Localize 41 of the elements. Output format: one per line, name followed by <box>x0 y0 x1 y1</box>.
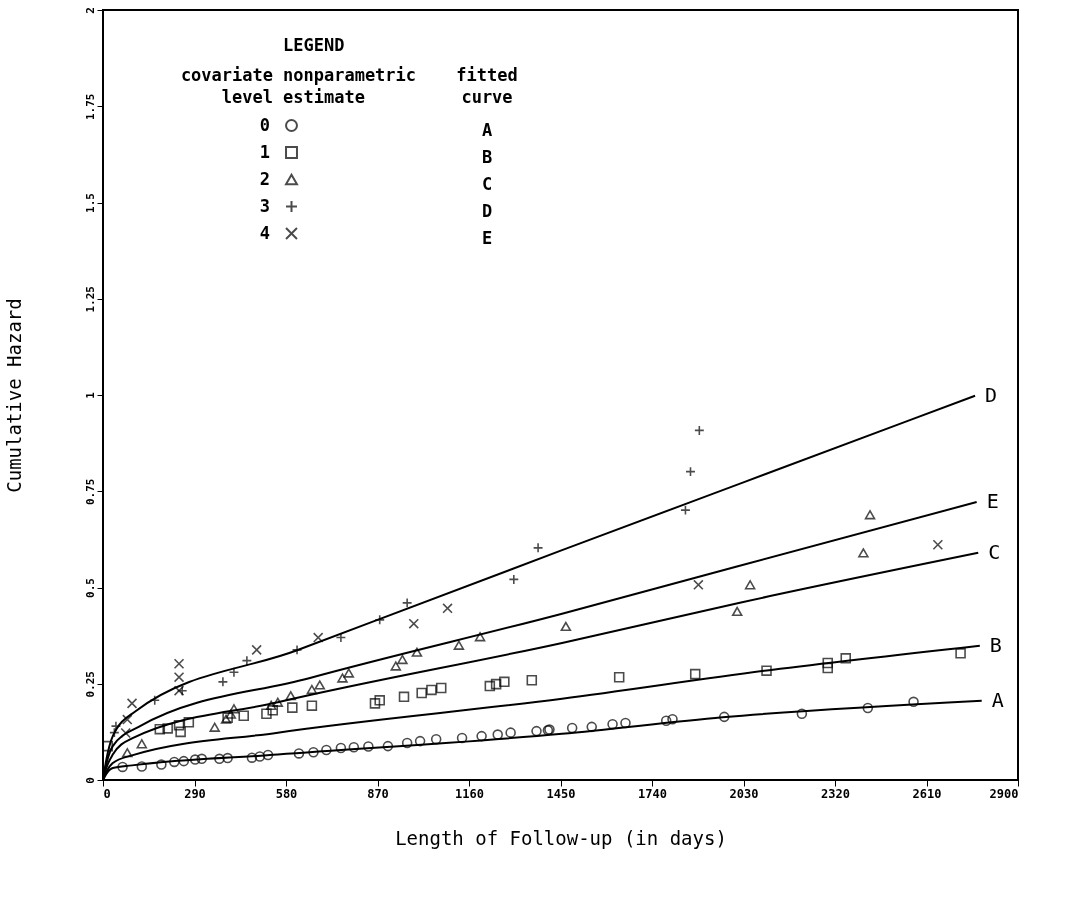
y-tick-label: 1.5 <box>83 193 97 213</box>
series-label: B <box>989 632 1002 657</box>
text: D <box>481 201 493 221</box>
annotation: covariate level <box>180 65 273 107</box>
legend-label: 4 <box>259 222 270 243</box>
series-label: A <box>991 687 1004 712</box>
legend-label: 1 <box>259 141 270 162</box>
legend-label: 0 <box>259 114 270 135</box>
y-tick-label: 1.75 <box>83 93 97 120</box>
text: E <box>481 228 493 248</box>
annotation: nonparametric estimate <box>283 65 417 107</box>
text: B <box>481 147 493 167</box>
text: C <box>481 174 493 194</box>
x-tick-label: 0 <box>103 786 111 801</box>
x-tick-label: 2900 <box>989 786 1019 801</box>
x-tick-label: 1450 <box>546 786 576 801</box>
y-tick-label: 0 <box>83 777 97 784</box>
y-tick-label: 1.25 <box>83 286 97 313</box>
text: A <box>481 120 493 140</box>
annotation: fitted curve <box>456 65 518 107</box>
y-tick-label: 2 <box>83 7 97 14</box>
y-tick-label: 1 <box>83 391 97 399</box>
x-tick-label: 290 <box>184 786 206 801</box>
y-axis-title: Cumulative Hazard <box>2 298 25 493</box>
legend-label: 2 <box>259 168 270 189</box>
x-axis-title: Length of Follow-up (in days) <box>395 826 727 849</box>
legend-label: 3 <box>259 195 270 216</box>
series-label: D <box>985 382 998 407</box>
x-tick-label: 1740 <box>638 786 667 801</box>
series-label: C <box>988 539 1001 564</box>
legend-title: LEGEND <box>283 35 345 55</box>
y-tick-label: 0.75 <box>83 478 97 505</box>
x-tick-label: 580 <box>275 786 298 801</box>
x-tick-label: 870 <box>367 786 389 801</box>
x-tick-label: 2320 <box>821 786 850 801</box>
series-label: E <box>986 489 999 514</box>
x-tick-label: 2030 <box>729 786 759 801</box>
y-tick-label: 0.25 <box>83 671 97 698</box>
x-tick-label: 1160 <box>455 786 484 801</box>
y-tick-label: 0.5 <box>83 578 97 598</box>
x-tick-label: 2610 <box>912 786 942 801</box>
